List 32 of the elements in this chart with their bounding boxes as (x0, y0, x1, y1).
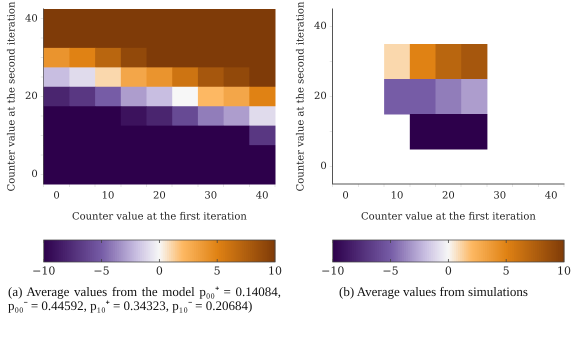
x-tick-label: 20 (152, 190, 166, 202)
y-axis-title: Counter value at the second iteration (296, 1, 307, 192)
y-tick-label: 40 (314, 21, 327, 32)
x-tick-label: 30 (493, 190, 506, 202)
color-bar-label: −10 (321, 264, 344, 278)
x-tick-label: 20 (442, 190, 455, 202)
color-bar-label: −10 (32, 264, 56, 278)
x-tick-label: 30 (204, 190, 218, 202)
x-axis-title: Counter value at the first iteration (72, 212, 248, 223)
x-tick-label: 10 (390, 190, 404, 202)
color-bar-label: −5 (382, 264, 399, 278)
color-bar-label: −5 (93, 264, 110, 278)
x-axis-title: Counter value at the first iteration (360, 212, 536, 223)
color-bar-label: 0 (156, 264, 163, 278)
y-tick-label: 40 (24, 13, 38, 24)
color-bar-label: 5 (502, 264, 510, 278)
x-tick-label: 0 (342, 190, 349, 202)
x-tick-label: 10 (102, 190, 114, 202)
y-tick-label: 20 (24, 91, 38, 102)
x-tick-label: 40 (256, 190, 269, 202)
color-bar-label: 10 (268, 264, 282, 278)
color-bar-label: 0 (444, 264, 452, 278)
text: (a) Average values from the model p₀₀⁺ = 0.14084, p₀₀⁻ = 0.44592, p₁₀⁺ = 0.34323, p₁₀⁻ = 0.20684) (7, 284, 282, 313)
color-bar-label: 10 (557, 264, 571, 278)
y-tick-label: 20 (314, 91, 327, 102)
y-axis-title: Counter value at the second iteration (6, 1, 18, 192)
y-tick-label: 0 (320, 161, 327, 172)
y-tick-label: 0 (31, 168, 38, 180)
text: (b) Average values from simulations (338, 284, 529, 299)
color-bar-label: 5 (214, 264, 221, 278)
x-tick-label: 0 (53, 190, 60, 202)
x-tick-label: 40 (544, 190, 558, 202)
